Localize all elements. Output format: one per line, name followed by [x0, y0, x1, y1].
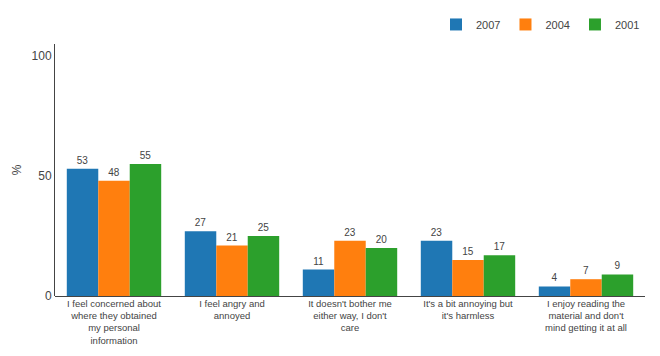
- svg-text:20: 20: [376, 234, 388, 245]
- svg-text:15: 15: [462, 246, 474, 257]
- svg-text:2007: 2007: [476, 19, 500, 31]
- svg-text:50: 50: [38, 169, 52, 183]
- svg-text:48: 48: [108, 167, 120, 178]
- svg-text:%: %: [10, 164, 24, 175]
- svg-text:7: 7: [583, 265, 589, 276]
- svg-text:11: 11: [313, 256, 324, 267]
- svg-text:4: 4: [552, 272, 558, 283]
- svg-text:25: 25: [258, 222, 270, 233]
- svg-text:0: 0: [45, 289, 52, 303]
- svg-text:21: 21: [226, 232, 238, 243]
- svg-text:I feel concerned aboutwhere th: I feel concerned aboutwhere they obtaine…: [67, 298, 161, 346]
- svg-text:23: 23: [431, 227, 443, 238]
- svg-text:27: 27: [195, 217, 207, 228]
- svg-text:I feel angry andannoyed: I feel angry andannoyed: [199, 298, 265, 321]
- svg-text:2004: 2004: [545, 19, 569, 31]
- svg-text:2001: 2001: [615, 19, 639, 31]
- svg-text:9: 9: [614, 260, 620, 271]
- svg-text:I enjoy reading thematerial an: I enjoy reading thematerial and don'tmin…: [545, 298, 627, 334]
- svg-text:53: 53: [77, 155, 89, 166]
- svg-text:23: 23: [344, 227, 356, 238]
- svg-text:It's a bit annoying butit's ha: It's a bit annoying butit's harmless: [423, 298, 513, 321]
- svg-text:55: 55: [140, 150, 152, 161]
- svg-text:17: 17: [494, 241, 506, 252]
- svg-text:100: 100: [32, 49, 52, 63]
- svg-text:It doesn't bother meeither way: It doesn't bother meeither way, I don'tc…: [308, 298, 392, 334]
